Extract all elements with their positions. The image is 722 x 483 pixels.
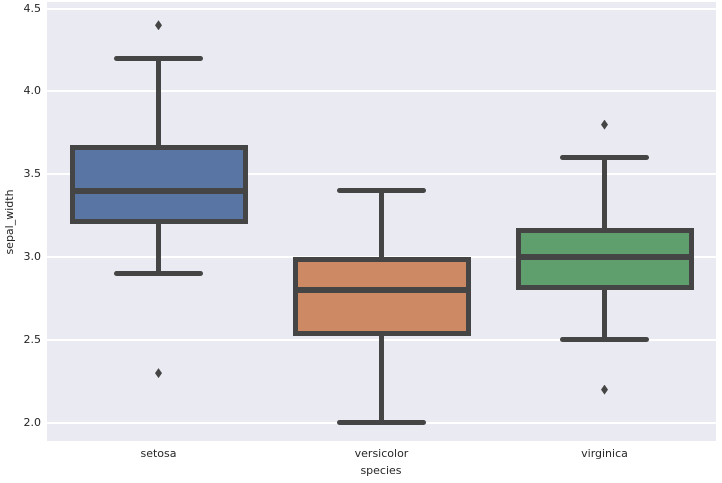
gridline — [47, 173, 716, 176]
y-tick-label: 3.0 — [23, 250, 42, 264]
box-versicolor — [292, 257, 471, 336]
outlier-point — [155, 20, 162, 31]
y-tick-label: 2.5 — [23, 332, 42, 346]
box-setosa — [69, 145, 248, 224]
median-line — [69, 187, 248, 194]
whisker-cap — [114, 271, 203, 277]
whisker-cap — [560, 337, 649, 343]
gridline — [47, 90, 716, 93]
x-tick-label: virginica — [581, 447, 628, 460]
y-tick-label: 3.5 — [23, 167, 42, 181]
outlier-point — [155, 368, 162, 379]
x-tick-label: versicolor — [354, 447, 409, 460]
y-tick-label: 2.0 — [23, 415, 42, 429]
plot-area — [47, 2, 716, 441]
x-tick-label: setosa — [140, 447, 177, 460]
gridline — [47, 7, 716, 10]
median-line — [515, 254, 694, 261]
whisker-cap — [560, 155, 649, 161]
y-tick-label: 4.5 — [23, 1, 42, 15]
y-axis-label: sepal_width — [3, 189, 16, 255]
outlier-point — [601, 119, 608, 130]
whisker-cap — [337, 188, 426, 194]
y-tick-label: 4.0 — [23, 84, 42, 98]
median-line — [292, 287, 471, 294]
x-axis-label: species — [360, 464, 402, 477]
whisker-cap — [337, 420, 426, 426]
whisker-cap — [114, 55, 203, 61]
outlier-point — [601, 384, 608, 395]
